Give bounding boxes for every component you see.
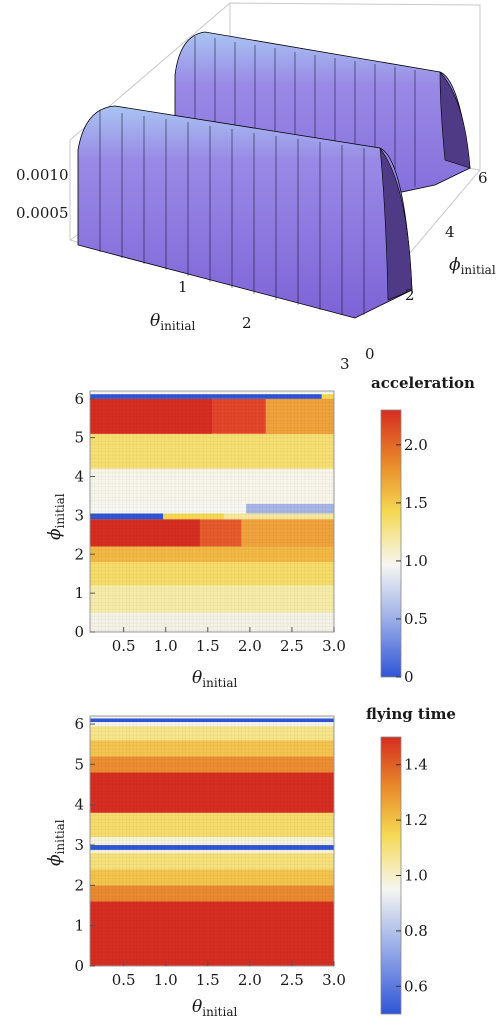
y-tick-label: 6 xyxy=(74,390,84,408)
colorbar xyxy=(380,409,402,678)
x-tick-label: 0.5 xyxy=(112,971,136,989)
x-tick-label: 2 xyxy=(242,314,252,332)
x-tick-label: 0.5 xyxy=(112,637,136,655)
colorbar-tick-label: 0.6 xyxy=(404,977,428,995)
y-tick-label: 5 xyxy=(74,755,84,773)
y-tick-label: 1 xyxy=(74,584,84,602)
surface-plot: 0.0010 0.0005 1 2 3 0 2 4 6 θinitial ϕin… xyxy=(16,2,496,373)
x-axis-label: θinitial xyxy=(192,668,237,690)
colorbar-tick-label: 0.5 xyxy=(404,610,428,628)
x-tick-label: 2.0 xyxy=(238,971,262,989)
y-tick-label: 3 xyxy=(74,836,84,854)
y-tick-label: 6 xyxy=(74,715,84,733)
x-tick-label: 1.5 xyxy=(196,637,220,655)
colorbar-tick-label: 1.5 xyxy=(404,494,428,512)
z-tick-label: 0.0005 xyxy=(16,204,69,222)
colorbar-tick-label: 1.2 xyxy=(404,811,428,829)
colorbar-tick-label: 1.4 xyxy=(404,756,428,774)
colorbar-ticks: 0 0.5 1.0 1.5 2.0 xyxy=(396,436,428,686)
y-tick-label: 5 xyxy=(74,429,84,447)
plot-frame xyxy=(89,715,335,967)
colorbar-ticks: 0.6 0.8 1.0 1.2 1.4 xyxy=(396,756,428,995)
x-tick-label: 2.0 xyxy=(238,637,262,655)
x-tick-label: 2.5 xyxy=(280,971,304,989)
y-tick-label: 6 xyxy=(478,169,488,187)
y-axis-label: ϕinitial xyxy=(45,493,67,540)
colorbar-tick-label: 1.0 xyxy=(404,552,428,570)
axes: 0.5 1.0 1.5 2.0 2.5 3.0 0 1 2 3 4 5 6 xyxy=(74,390,345,655)
x-axis-label: θinitial xyxy=(150,311,195,333)
y-tick-label: 2 xyxy=(405,286,415,304)
colorbar-tick-label: 0 xyxy=(404,668,414,686)
ridge-front xyxy=(77,105,413,319)
y-tick-label: 2 xyxy=(74,876,84,894)
y-tick-label: 2 xyxy=(74,545,84,563)
x-tick-label: 1.5 xyxy=(196,971,220,989)
y-tick-label: 1 xyxy=(74,917,84,935)
flying-time-heatmap: 0.5 1.0 1.5 2.0 2.5 3.0 0 1 2 3 4 5 6 θinitial ϕinit… xyxy=(45,705,456,1019)
y-tick-label: 0 xyxy=(74,957,84,975)
grid-overlay xyxy=(90,716,334,966)
x-tick-label: 3.0 xyxy=(322,637,346,655)
y-axis-label: ϕinitial xyxy=(449,255,496,277)
x-axis-label: θinitial xyxy=(192,997,237,1019)
x-tick-label: 3 xyxy=(340,355,350,373)
colorbar-tick-label: 2.0 xyxy=(404,436,428,454)
axes: 0.5 1.0 1.5 2.0 2.5 3.0 0 1 2 3 4 5 6 xyxy=(74,715,345,989)
grid-overlay xyxy=(90,391,334,632)
colorbar-tick-label: 1.0 xyxy=(404,867,428,885)
plot-frame xyxy=(89,390,335,633)
x-tick-label: 3.0 xyxy=(322,971,346,989)
colorbar-tick-label: 0.8 xyxy=(404,922,428,940)
acceleration-heatmap: 0.5 1.0 1.5 2.0 2.5 3.0 0 1 2 3 4 5 6 θinitial ϕinit… xyxy=(45,374,475,690)
colorbar-title: acceleration xyxy=(371,374,475,392)
x-tick-label: 1.0 xyxy=(154,637,178,655)
y-tick-label: 4 xyxy=(74,468,84,486)
x-tick-label: 1.0 xyxy=(154,971,178,989)
z-tick-label: 0.0010 xyxy=(16,166,69,184)
colorbar-title: flying time xyxy=(366,705,456,723)
y-tick-label: 0 xyxy=(74,623,84,641)
y-tick-label: 4 xyxy=(74,796,84,814)
y-tick-label: 4 xyxy=(445,223,455,241)
y-tick-label: 0 xyxy=(365,345,375,363)
y-tick-label: 3 xyxy=(74,506,84,524)
y-axis-label: ϕinitial xyxy=(45,819,67,866)
x-tick-label: 2.5 xyxy=(280,637,304,655)
x-tick-label: 1 xyxy=(178,278,188,296)
